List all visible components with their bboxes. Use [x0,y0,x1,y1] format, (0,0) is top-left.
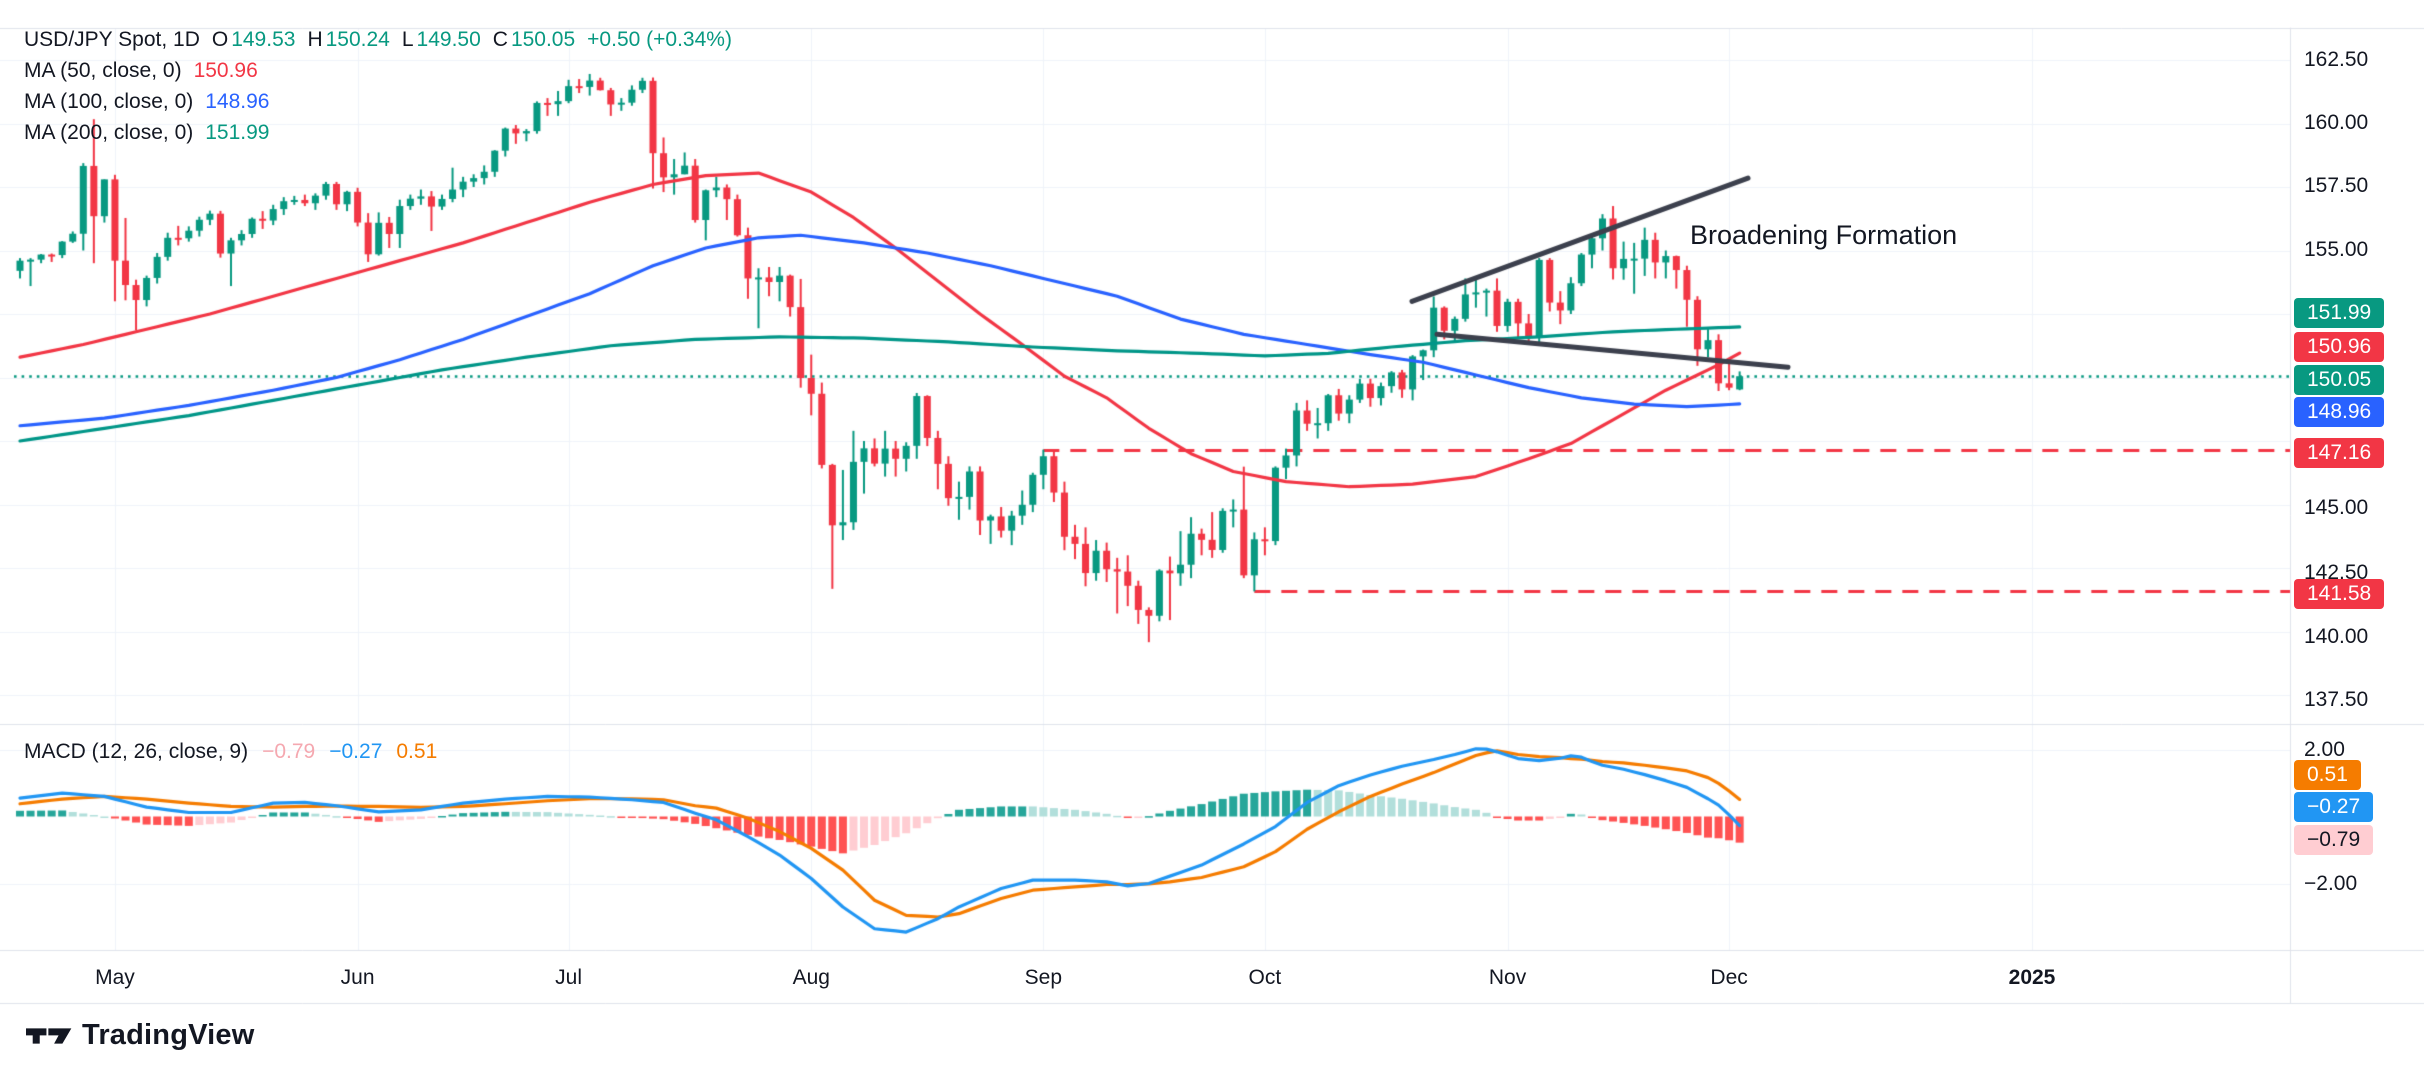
price-axis-label: −2.00 [2304,872,2358,895]
legend-segment: 149.53 [231,27,296,51]
price-axis-label: 157.50 [2304,174,2369,197]
macd-legend[interactable]: MACD (12, 26, close, 9) −0.79 −0.27 0.51 [24,740,451,764]
price-axis-label: 142.50 [2304,561,2369,584]
price-axis-label: 140.00 [2304,625,2369,648]
ma-label: MA (100, close, 0) [24,89,194,113]
pattern-annotation: Broadening Formation [1690,220,1958,250]
price-axis-label: 162.50 [2304,48,2369,71]
price-axis-label: 160.00 [2304,111,2369,134]
legend-segment: 149.50 [416,27,481,51]
legend-row-ma200[interactable]: MA (200, close, 0) 151.99 [24,117,744,148]
ma-label: MA (50, close, 0) [24,58,182,82]
legend-segment: H [307,27,323,51]
time-axis-label: Oct [1248,966,1282,989]
legend-segment: +0.50 (+0.34%) [587,27,732,51]
time-axis-label: 2025 [2008,966,2056,989]
symbol-legend[interactable]: USD/JPY Spot, 1D O 149.53 H 150.24 L 149.50 C 15… [24,24,744,148]
price-axis-label: 2.00 [2304,738,2345,761]
price-axis-label: 145.00 [2304,496,2369,519]
price-badge: 150.05 [2294,365,2385,395]
macd-badge: 0.51 [2294,760,2361,790]
legend-segment: O [211,27,229,51]
price-badge: 147.16 [2294,438,2385,468]
time-axis-label: Sep [1024,966,1063,989]
macd-badge: −0.27 [2294,792,2374,822]
ma-value: 148.96 [205,89,270,113]
price-badge: 148.96 [2294,397,2385,427]
ma-value: 151.99 [205,120,270,144]
legend-segment: C [492,27,508,51]
time-axis-label: May [95,966,135,989]
time-axis-label: Aug [792,966,830,989]
ma-value: 150.96 [193,58,258,82]
price-badge: 141.58 [2294,579,2385,609]
price-badge: 150.96 [2294,332,2385,362]
macd-value: 0.51 [396,740,438,763]
price-badge: 151.99 [2294,298,2385,328]
footer: TradingView [26,1019,255,1052]
time-axis-label: Jun [340,966,375,989]
macd-value: −0.27 [329,740,383,763]
legend-row-ma100[interactable]: MA (100, close, 0) 148.96 [24,86,744,117]
macd-label: MACD (12, 26, close, 9) [24,740,249,763]
tradingview-logo-text[interactable]: TradingView [82,1019,255,1051]
legend-segment: USD/JPY Spot, 1D [24,27,200,51]
tradingview-logo-icon[interactable] [26,1021,72,1051]
legend-segment: 150.05 [510,27,576,51]
time-axis-label: Dec [1710,966,1748,989]
legend-row-symbol[interactable]: USD/JPY Spot, 1D O 149.53 H 150.24 L 149.50 C 15… [24,24,744,55]
time-axis-label: Jul [555,966,583,989]
time-axis-label: Nov [1488,966,1527,989]
legend-segment: 150.24 [325,27,390,51]
macd-value: −0.79 [262,740,316,763]
price-axis-label: 137.50 [2304,688,2369,711]
legend-row-ma50[interactable]: MA (50, close, 0) 150.96 [24,55,744,86]
legend-segment: L [401,27,414,51]
ma-label: MA (200, close, 0) [24,120,194,144]
macd-badge: −0.79 [2294,825,2374,855]
price-axis-label: 155.00 [2304,238,2369,261]
